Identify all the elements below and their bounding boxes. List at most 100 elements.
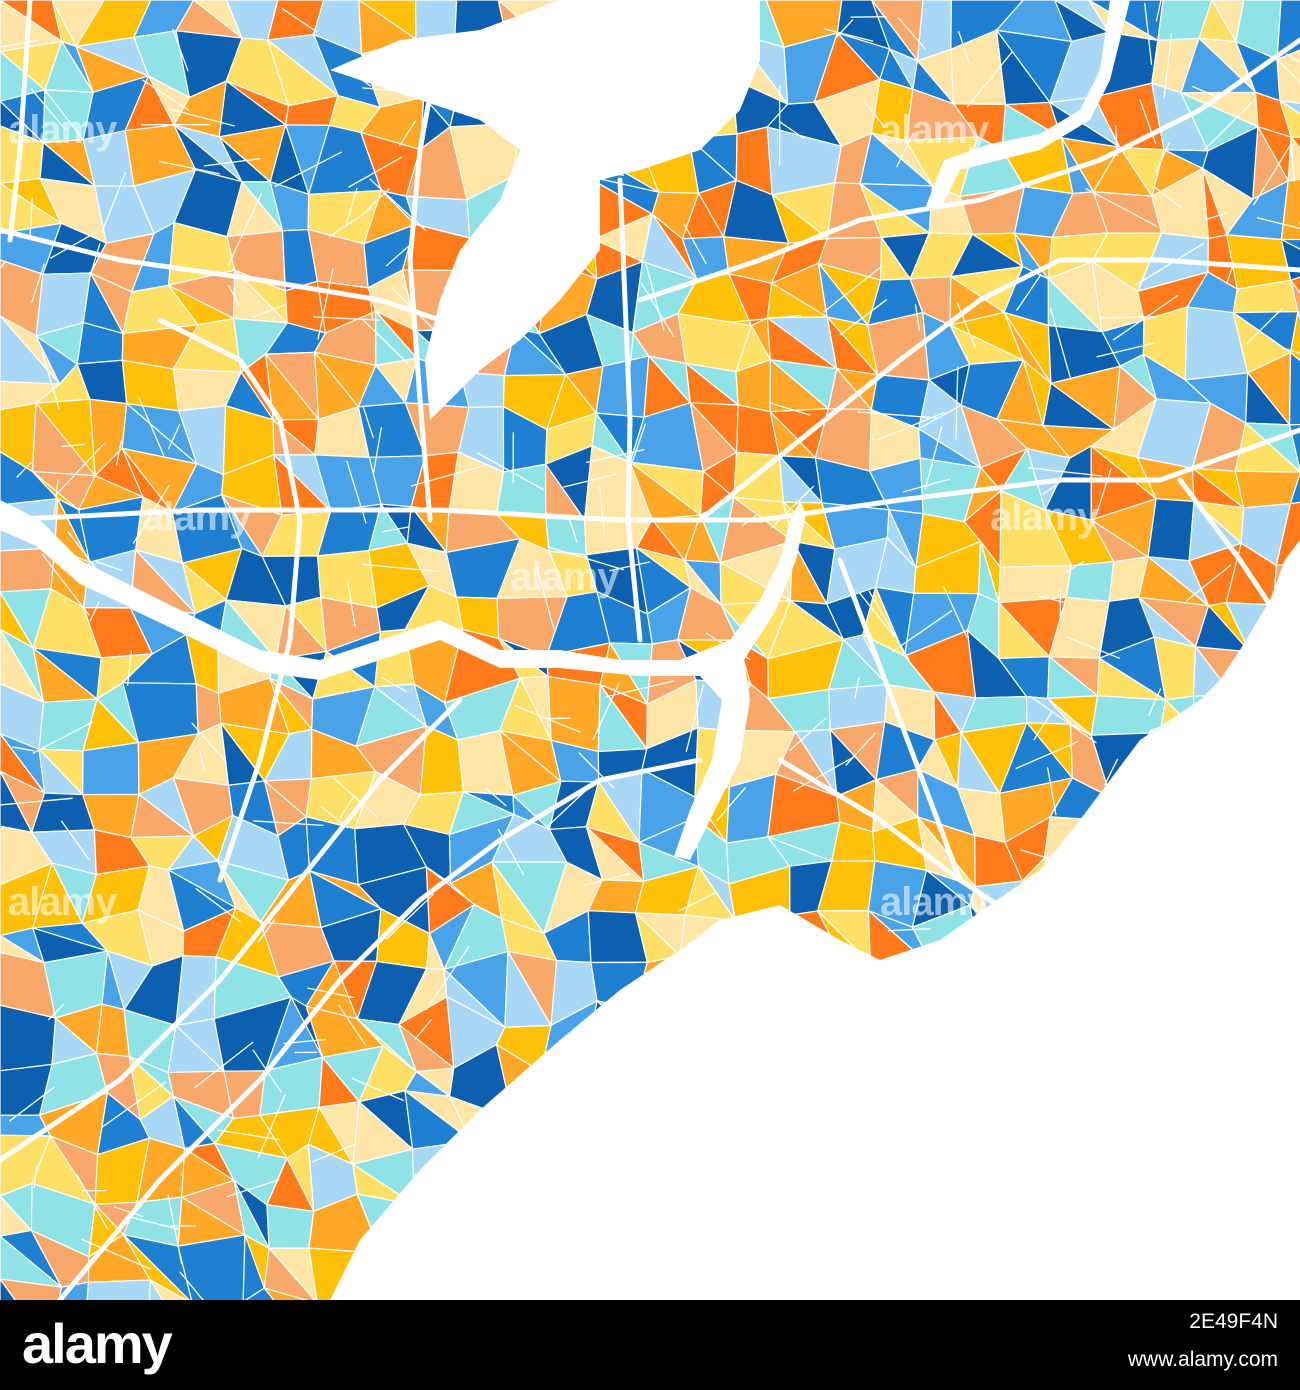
street	[605, 680, 675, 698]
major-road	[617, 177, 643, 643]
street	[536, 566, 555, 630]
street	[839, 299, 888, 336]
major-road	[1177, 477, 1283, 623]
street	[622, 1117, 689, 1136]
street	[578, 752, 615, 789]
parcel	[1289, 311, 1300, 362]
street	[495, 1204, 521, 1280]
parcel	[1290, 279, 1300, 313]
street	[538, 1235, 606, 1260]
street	[575, 1180, 632, 1210]
street	[599, 485, 606, 536]
street	[1106, 840, 1110, 890]
street	[586, 449, 645, 463]
street	[690, 24, 714, 70]
street	[1256, 217, 1300, 230]
street	[792, 999, 835, 1025]
street	[172, 28, 189, 72]
street	[801, 1084, 832, 1148]
water-bodies	[0, 0, 1300, 1300]
street	[1015, 741, 1079, 770]
street	[1152, 1037, 1183, 1087]
street	[1016, 274, 1042, 311]
street	[141, 79, 190, 111]
street	[48, 1004, 64, 1021]
street	[1273, 977, 1289, 1032]
street	[274, 151, 342, 187]
street	[823, 265, 883, 313]
street	[1094, 822, 1107, 853]
street	[490, 1197, 494, 1274]
street	[1284, 562, 1300, 584]
street	[76, 1174, 109, 1230]
major-road	[697, 257, 1300, 523]
street	[87, 243, 101, 283]
street	[369, 178, 427, 232]
street	[198, 749, 205, 772]
street	[1047, 767, 1057, 816]
street	[568, 516, 578, 543]
parcel	[547, 675, 601, 753]
street	[386, 893, 435, 940]
parcel	[262, 1287, 308, 1300]
street	[1038, 595, 1064, 603]
street	[1063, 560, 1085, 574]
street	[850, 1131, 858, 1179]
street	[226, 1179, 280, 1198]
street	[167, 1194, 183, 1265]
street	[332, 777, 379, 818]
map-canvas	[0, 0, 1300, 1300]
street	[684, 1061, 711, 1097]
parcel	[1288, 351, 1300, 426]
street	[1186, 564, 1232, 602]
street	[956, 303, 976, 348]
street	[9, 1087, 55, 1122]
parcel	[244, 1287, 275, 1300]
street	[31, 263, 45, 303]
street	[705, 632, 751, 660]
street	[892, 1080, 958, 1114]
street	[685, 684, 705, 753]
street	[924, 425, 943, 490]
street	[1265, 613, 1285, 642]
parcel	[82, 741, 140, 796]
street	[1155, 142, 1170, 173]
street	[11, 746, 35, 752]
street	[889, 1089, 949, 1122]
street	[195, 888, 241, 923]
street	[859, 592, 895, 637]
street	[877, 411, 946, 441]
street	[31, 88, 67, 130]
street	[16, 462, 32, 478]
major-road	[7, 0, 33, 243]
street	[227, 193, 262, 267]
street	[32, 721, 94, 754]
brand-logo: alamy	[22, 1312, 173, 1375]
parcel	[1225, 234, 1292, 290]
street	[679, 891, 717, 912]
street	[592, 682, 620, 740]
street	[1202, 98, 1256, 152]
street	[476, 260, 510, 267]
street	[1192, 85, 1221, 99]
street	[95, 561, 123, 571]
street	[609, 561, 651, 572]
street	[1210, 1038, 1231, 1057]
major-road	[0, 697, 463, 1163]
street	[578, 167, 624, 176]
street	[896, 132, 914, 168]
street	[348, 156, 403, 188]
street	[987, 1071, 1017, 1079]
street	[914, 304, 921, 332]
street	[50, 231, 97, 259]
street	[893, 1088, 922, 1102]
street	[663, 32, 694, 65]
street	[1284, 348, 1300, 354]
street	[414, 1172, 423, 1209]
street	[788, 717, 827, 752]
street	[442, 1174, 521, 1188]
parcel	[0, 1278, 16, 1300]
street	[126, 649, 133, 686]
street	[711, 1081, 772, 1131]
street	[41, 352, 60, 410]
